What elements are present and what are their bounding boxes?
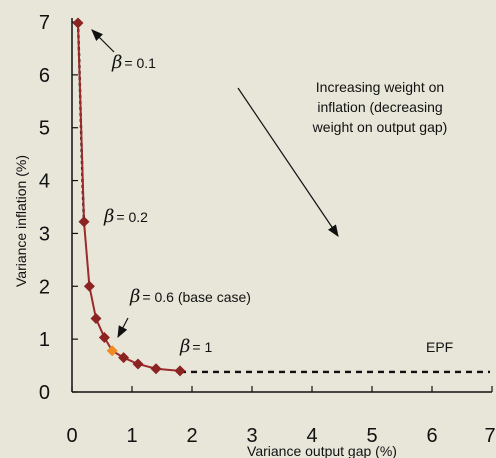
y-tick-label: 0 [39, 382, 50, 404]
trend-text-line: inflation (decreasing [317, 99, 442, 115]
annotation-arrow [117, 317, 129, 339]
y-tick-label: 4 [39, 171, 50, 193]
x-tick-label: 2 [186, 425, 197, 447]
y-tick-label: 1 [39, 329, 50, 351]
x-tick-label: 5 [366, 425, 377, 447]
beta-annotation-text: = 0.6 (base case) [142, 289, 251, 305]
y-tick-label: 3 [39, 223, 50, 245]
data-point [98, 332, 110, 344]
beta-annotation: β = 0.2 [103, 206, 148, 227]
data-point [83, 280, 95, 292]
trend-text-line: weight on output gap) [312, 119, 448, 135]
x-tick-label: 1 [126, 425, 137, 447]
beta-symbol: β [129, 286, 140, 307]
annotation-arrow [91, 29, 115, 53]
x-tick-label: 0 [66, 425, 77, 447]
x-tick-label: 4 [306, 425, 317, 447]
data-point [90, 313, 102, 325]
x-tick-label: 3 [246, 425, 257, 447]
beta-symbol: β [103, 206, 114, 227]
beta-annotation: β = 1 [179, 336, 212, 357]
beta-annotation: β = 0.1 [111, 52, 156, 73]
trend-text-line: Increasing weight on [316, 79, 444, 95]
trend-arrow [237, 87, 339, 237]
data-point [132, 358, 144, 370]
beta-symbol: β [111, 52, 122, 73]
beta-symbol: β [179, 336, 190, 357]
data-point [118, 352, 130, 364]
y-tick-label: 6 [39, 65, 50, 87]
data-point [174, 365, 186, 377]
x-tick-label: 7 [484, 425, 495, 447]
data-point [72, 17, 84, 29]
beta-annotation: β = 0.6 (base case) [129, 286, 251, 307]
base-case-point [106, 345, 118, 357]
beta-annotation-text: = 0.2 [116, 209, 148, 225]
frontier-line [77, 23, 181, 372]
y-tick-label: 2 [39, 276, 50, 298]
y-axis-title: Variance inflation (%) [13, 155, 29, 287]
data-point [78, 216, 90, 228]
epf-label: EPF [426, 339, 453, 355]
beta-annotation-text: = 1 [192, 339, 212, 355]
y-tick-label: 7 [39, 12, 50, 34]
x-tick-label: 6 [426, 425, 437, 447]
y-tick-label: 5 [39, 118, 50, 140]
beta-annotation-text: = 0.1 [124, 55, 156, 71]
x-axis-title: Variance output gap (%) [247, 443, 397, 458]
data-point [150, 363, 162, 375]
